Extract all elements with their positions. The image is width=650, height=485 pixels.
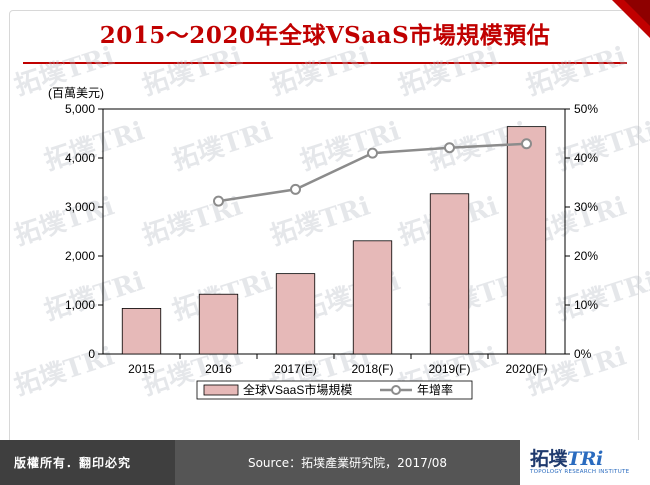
legend-bar-label: 全球VSaaS市場規模	[243, 382, 352, 397]
y-tick-label: 5,000	[65, 102, 95, 116]
copyright-notice: 版權所有．翻印必究	[14, 456, 132, 470]
watermark-layer: 拓墣TRi 拓墣TRi 拓墣TRi 拓墣TRi 拓墣TRi 拓墣TRi 拓墣TRi 拓墣TRi…	[11, 41, 650, 401]
source-text: Source：拓墣產業研究院，2017/08	[247, 456, 448, 470]
y-tick-label: 0	[88, 347, 95, 361]
watermark-logo: 拓墣TRi	[267, 41, 374, 101]
growth-point	[290, 183, 301, 195]
y-tick-label: 4,000	[65, 151, 95, 165]
x-tick-label: 2015	[128, 362, 155, 376]
tri-logo: 拓墣TRi TOPOLOGY RESEARCH INSTITUTE	[530, 444, 650, 482]
footer-left: 版權所有．翻印必究	[0, 440, 175, 485]
growth-point	[367, 147, 378, 159]
logo-tri: TRi	[567, 448, 603, 470]
legend-line-label: 年增率	[417, 382, 453, 397]
legend-bar-swatch	[203, 384, 239, 396]
footer-source: Source：拓墣產業研究院，2017/08	[175, 440, 520, 485]
watermark-logo: 拓墣TRi	[553, 116, 650, 176]
legend-line-marker	[391, 385, 401, 395]
watermark-logo: 拓墣TRi	[139, 41, 246, 101]
y-tick-label: 3,000	[65, 200, 95, 214]
x-tick-label: 2016	[205, 362, 232, 376]
y-tick-label: 2,000	[65, 249, 95, 263]
legend-box	[196, 380, 473, 400]
logo-chinese: 拓墣	[530, 448, 568, 470]
y2-tick-label: 10%	[574, 298, 598, 312]
y2-tick-label: 20%	[574, 249, 598, 263]
y-axis-label: (百萬美元)	[48, 86, 104, 100]
watermark-logo: 拓墣TRi	[41, 116, 148, 176]
bar	[198, 293, 239, 355]
growth-point	[444, 142, 455, 154]
watermark-logo: 拓墣TRi	[395, 41, 502, 101]
y2-tick-label: 50%	[574, 102, 598, 116]
bar	[121, 308, 162, 355]
footer-logo-area: 拓墣TRi TOPOLOGY RESEARCH INSTITUTE	[520, 440, 650, 485]
x-tick-label: 2017(E)	[274, 362, 317, 376]
watermark-logo: 拓墣TRi	[553, 266, 650, 326]
growth-point	[521, 138, 532, 150]
y2-tick-label: 30%	[574, 200, 598, 214]
watermark-logo: 拓墣TRi	[523, 41, 630, 101]
x-tick-label: 2018(F)	[351, 362, 393, 376]
corner-decoration	[612, 0, 650, 38]
watermark-logo: 拓墣TRi	[11, 341, 118, 401]
title-rule	[23, 62, 627, 64]
bar	[275, 273, 316, 355]
x-tick-label: 2020(F)	[505, 362, 547, 376]
logo-wordmark: 拓墣TRi	[530, 444, 603, 471]
bar	[429, 193, 470, 355]
page-title: 2015～2020年全球VSaaS市場規模預估	[99, 22, 551, 49]
watermark-logo: 拓墣TRi	[297, 116, 404, 176]
bar	[352, 240, 393, 355]
footer: 版權所有．翻印必究 Source：拓墣產業研究院，2017/08 拓墣TRi T…	[0, 440, 650, 485]
bar	[506, 126, 547, 355]
combo-chart: 拓墣TRi 拓墣TRi 拓墣TRi 拓墣TRi 拓墣TRi 拓墣TRi 拓墣TRi 拓墣TRi…	[11, 41, 650, 401]
y2-tick-label: 40%	[574, 151, 598, 165]
growth-point	[213, 195, 224, 207]
y-tick-label: 1,000	[65, 298, 95, 312]
plot-area: 0 1,000 2,000 3,000 4,000 5,000 0% 10% 20% 30% 40%…	[48, 86, 598, 400]
y2-tick-label: 0%	[574, 347, 592, 361]
watermark-logo: 拓墣TRi	[169, 116, 276, 176]
x-tick-label: 2019(F)	[428, 362, 470, 376]
logo-subtitle: TOPOLOGY RESEARCH INSTITUTE	[530, 469, 630, 475]
